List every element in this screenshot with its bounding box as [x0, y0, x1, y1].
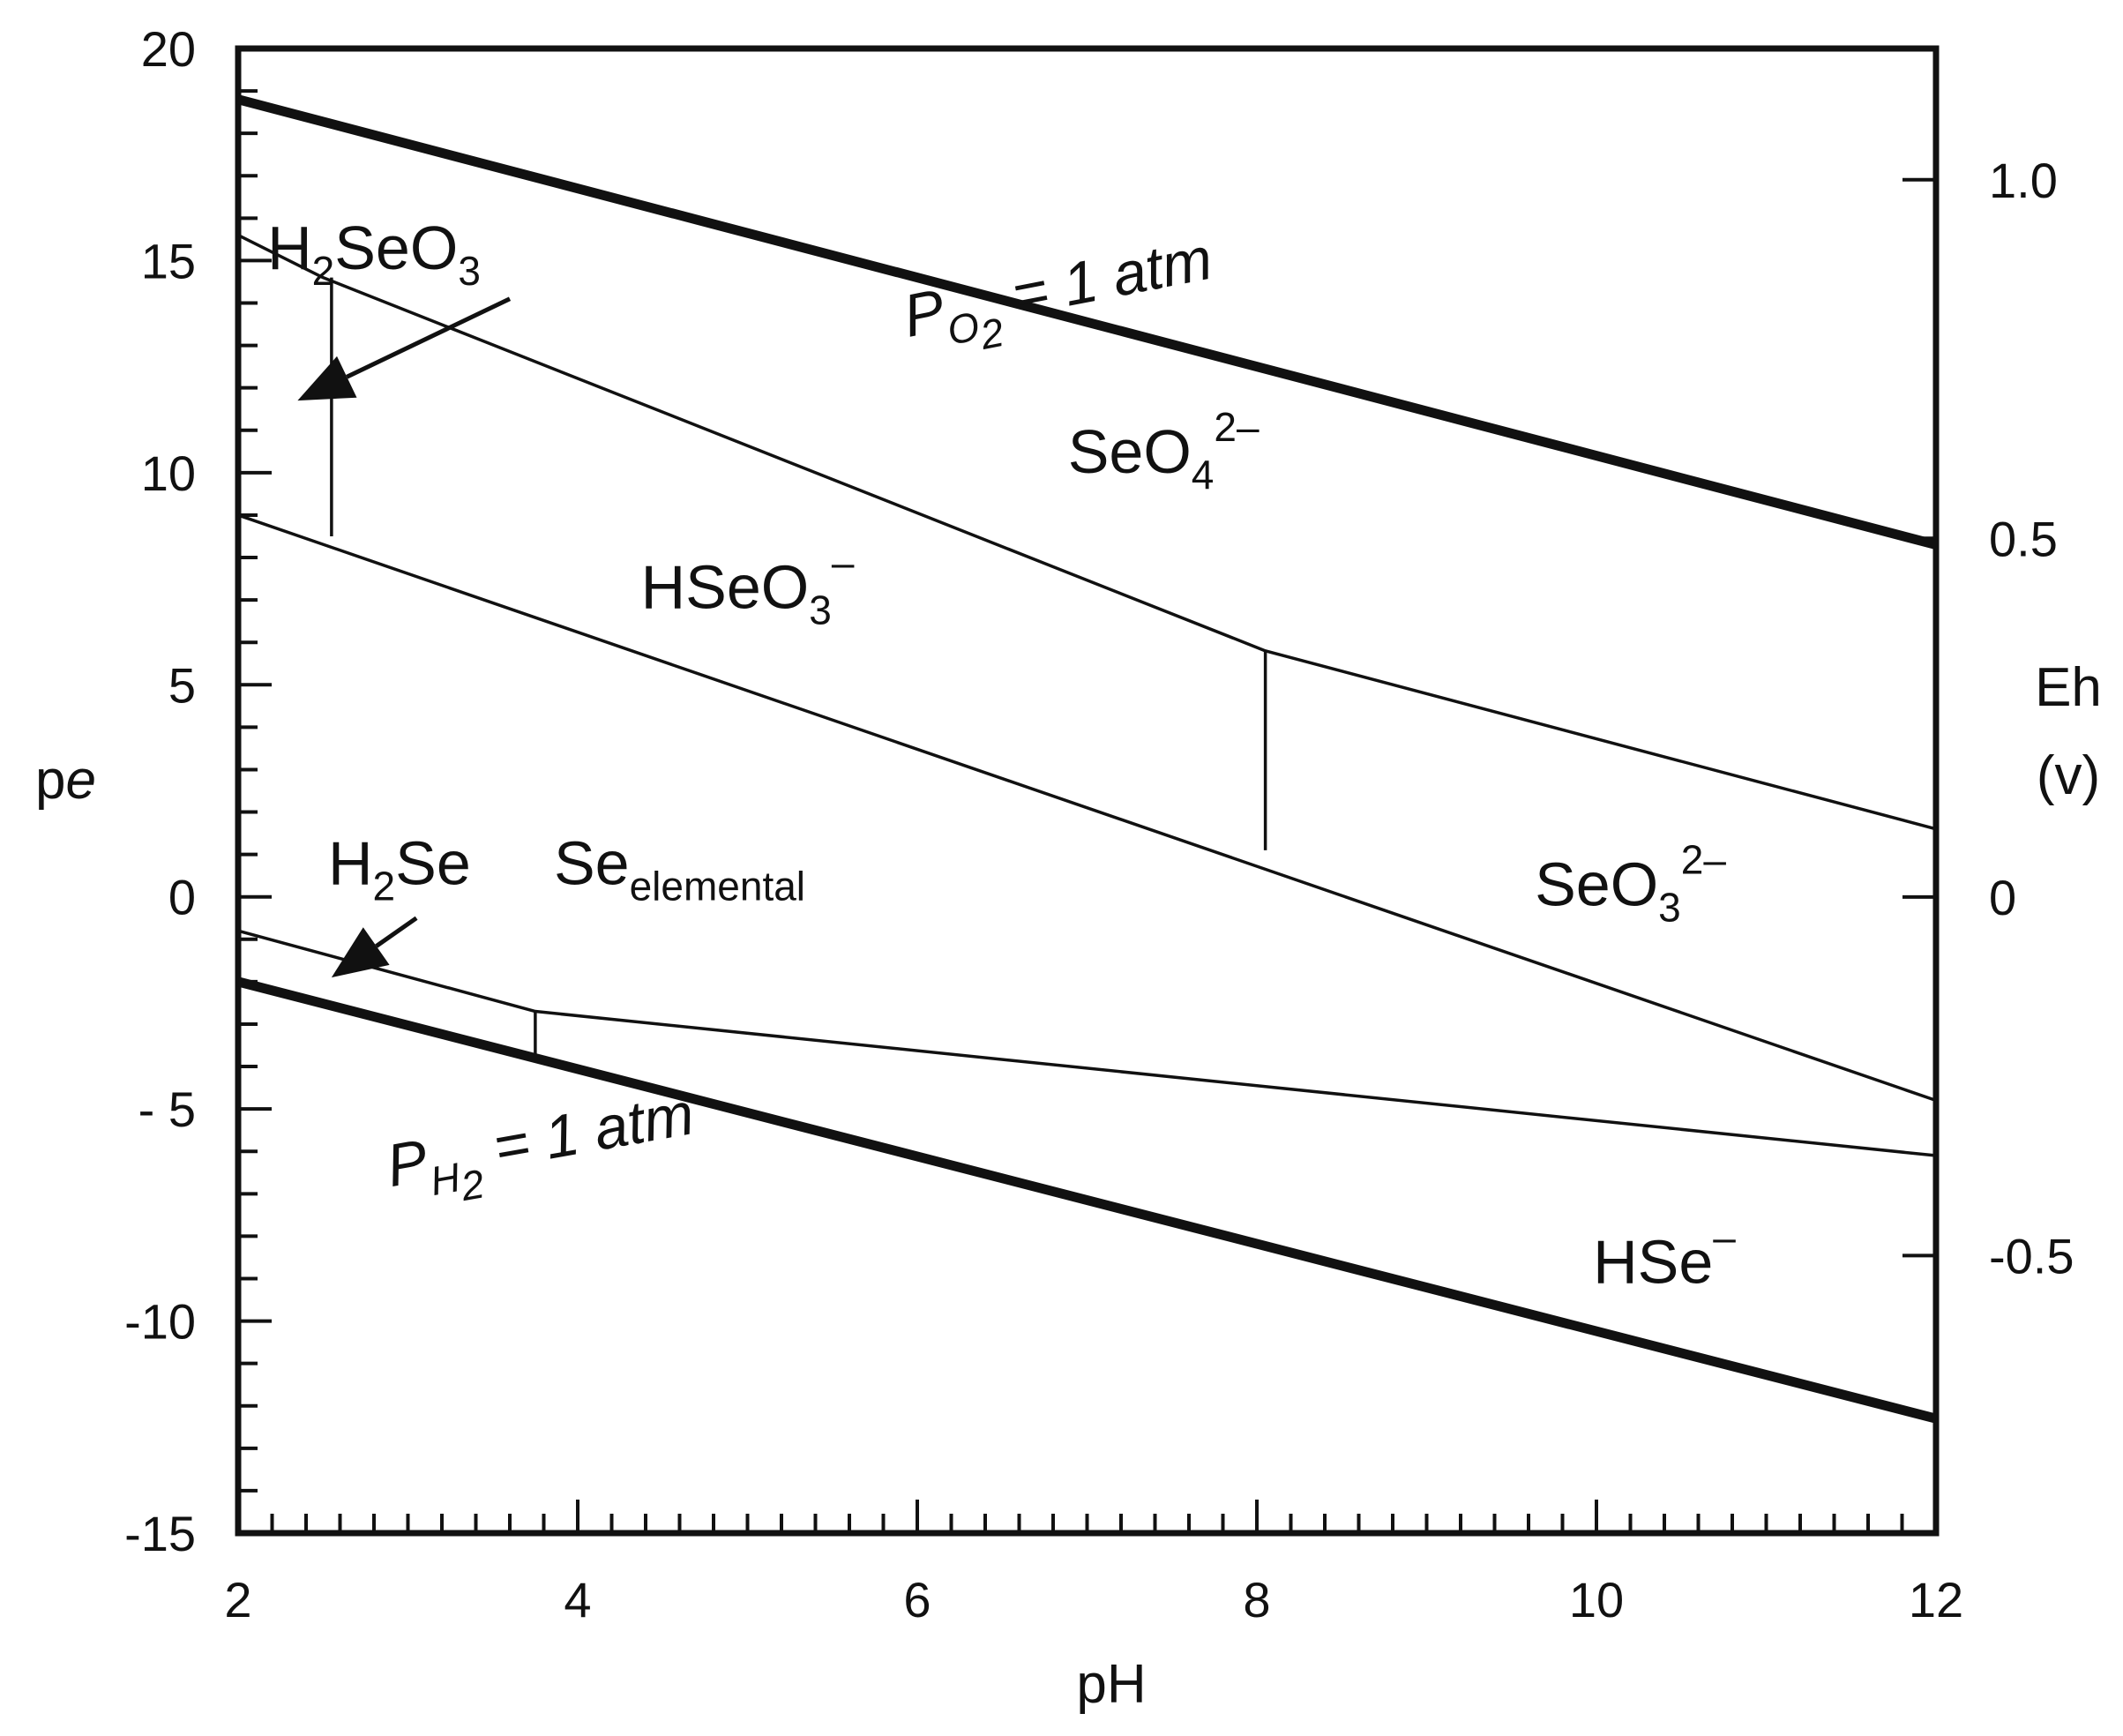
y-tick-label: -15 — [124, 1506, 196, 1561]
seo4-label: SeO42– — [1068, 404, 1260, 498]
o2-boundary — [236, 94, 1938, 550]
hseo3-label-part: 3 — [809, 587, 832, 633]
h2seo3-label-part: H — [267, 213, 312, 282]
hse-label-part: – — [1713, 1214, 1736, 1260]
selenite-selenate — [237, 234, 1937, 831]
h2se-label-part: 2 — [373, 863, 396, 909]
h2se-label-part: H — [328, 828, 373, 897]
h2seo3-label-part: 2 — [312, 248, 335, 294]
h2seo3-arrow-head — [297, 355, 357, 401]
h2-boundary — [236, 976, 1938, 1424]
y2-tick-label: 0 — [1989, 870, 2016, 925]
x-tick-label: 12 — [1909, 1572, 1963, 1628]
y-axis-title: pe — [35, 750, 96, 811]
ph2-label-part: P — [382, 1126, 433, 1200]
seo3-label: SeO32– — [1535, 836, 1726, 930]
hse-label: HSe– — [1593, 1214, 1736, 1296]
x-tick-label: 4 — [564, 1572, 591, 1628]
ph2-label: PH2 = 1 atm — [382, 1080, 703, 1222]
tick-marks — [236, 47, 1938, 1535]
y2-axis-title-line2: (v) — [2037, 745, 2100, 806]
y2-tick-label: 1.0 — [1989, 153, 2058, 208]
arrows — [297, 296, 512, 978]
x-tick-label: 8 — [1243, 1572, 1270, 1628]
h2seo3-label: H2SeO3 — [267, 213, 481, 294]
y-tick-label: 5 — [168, 657, 196, 713]
y2-axis-title-line1: Eh — [2035, 657, 2102, 718]
x-tick-label: 10 — [1569, 1572, 1624, 1628]
se-elemental-label-part: Se — [554, 828, 630, 897]
se-elemental-label-part: elemental — [630, 863, 805, 909]
seo3-label-part: 3 — [1658, 884, 1681, 930]
po2-label-part: = 1 atm — [990, 225, 1218, 333]
tick-labels: 2 4 6 8 10 12 20 15 10 5 0 - 5 -10 -15 1.0 0.5 0 -0.5 — [124, 21, 2074, 1628]
hseo3-label-part: – — [832, 540, 855, 586]
ph2-label-part: = 1 atm — [472, 1080, 699, 1184]
hseo3-label: HSeO3– — [641, 540, 855, 633]
hseo3-label-part: HSeO — [641, 553, 810, 622]
hse-label-part: HSe — [1593, 1227, 1713, 1296]
h2se-arrow-head — [331, 927, 390, 978]
h2seo3-label-part: SeO — [334, 213, 458, 282]
y-tick-label: 10 — [141, 445, 196, 501]
po2-label-part: O — [944, 303, 983, 354]
h2se-label-part: Se — [395, 828, 471, 897]
seo3-label-part: 2– — [1681, 836, 1727, 882]
seo4-label-part: 4 — [1192, 452, 1215, 498]
se-elemental-label: Seelemental — [554, 828, 805, 909]
y2-tick-label: -0.5 — [1989, 1228, 2074, 1283]
boundary-lines — [236, 94, 1938, 1424]
y2-tick-label: 0.5 — [1989, 511, 2058, 566]
x-tick-label: 6 — [903, 1572, 931, 1628]
y-axis-title-italic: e — [65, 750, 95, 811]
h2seo3-label-part: 3 — [458, 248, 481, 294]
x-tick-label: 2 — [224, 1572, 251, 1628]
seo4-label-part: SeO — [1068, 417, 1192, 486]
h2se-arrow-shaft — [375, 916, 418, 948]
y-tick-label: - 5 — [138, 1081, 196, 1137]
elemental-upper — [237, 513, 1937, 1103]
y-tick-label: 0 — [168, 870, 196, 925]
x-axis-title: pH — [1076, 1654, 1146, 1715]
y-axis-title-prefix: p — [35, 750, 65, 811]
seo4-label-part: 2– — [1214, 404, 1260, 450]
y-tick-label: 20 — [141, 21, 196, 77]
ph2-label-part: H — [427, 1154, 465, 1204]
seo3-label-part: SeO — [1535, 849, 1658, 918]
y-tick-label: 15 — [141, 233, 196, 288]
h2se-label: H2Se — [328, 828, 471, 909]
h2seo3-arrow-shaft — [346, 296, 512, 379]
y-tick-label: -10 — [124, 1294, 196, 1350]
